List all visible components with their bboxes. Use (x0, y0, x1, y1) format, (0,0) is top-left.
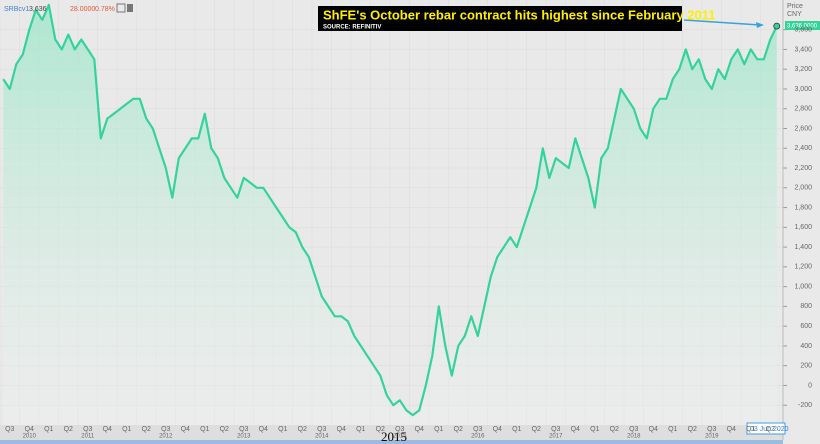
x-year-label: 2010 (23, 434, 37, 440)
x-axis-band (0, 425, 783, 444)
x-tick-label: Q1 (512, 426, 521, 433)
y-tick-label: 3,200 (794, 66, 812, 73)
x-tick-label: Q2 (220, 426, 229, 433)
header-change: 28.0000 (70, 6, 95, 13)
y-tick-label: 1,400 (794, 244, 812, 251)
x-tick-label: Q4 (415, 426, 424, 433)
y-tick-label: 3,600 (794, 26, 812, 33)
y-tick-label: 1,800 (794, 204, 812, 211)
x-tick-label: Q2 (610, 426, 619, 433)
x-tick-label: Q2 (142, 426, 151, 433)
x-tick-label: Q2 (766, 426, 775, 433)
x-tick-label: Q4 (337, 426, 346, 433)
y-tick-label: 1,600 (794, 224, 812, 231)
header-icon[interactable] (116, 3, 126, 13)
x-tick-label: Q3 (629, 426, 638, 433)
area (3, 4, 777, 426)
y-tick-label: 0 (808, 382, 812, 389)
x-tick-label: Q3 (395, 426, 404, 433)
x-tick-label: Q4 (571, 426, 580, 433)
y-tick-label: 1,000 (794, 283, 812, 290)
x-tick-label: Q2 (688, 426, 697, 433)
header-last: 3,636 (29, 6, 47, 13)
x-tick-label: Q2 (64, 426, 73, 433)
x-year-label: 2013 (237, 434, 251, 440)
date-tag-bg (746, 422, 786, 435)
x-tick-label: Q2 (376, 426, 385, 433)
y-tick-label: 3,400 (794, 46, 812, 53)
x-year-label: 2018 (627, 434, 641, 440)
x-tick-label: Q2 (532, 426, 541, 433)
x-tick-label: Q3 (707, 426, 716, 433)
x-tick-label: Q4 (727, 426, 736, 433)
last-point (773, 22, 781, 30)
x-tick-label: Q4 (493, 426, 502, 433)
x-tick-label: Q1 (44, 426, 53, 433)
y-tick-label: 3,000 (794, 86, 812, 93)
x-tick-label: Q4 (25, 426, 34, 433)
x-tick-label: Q4 (181, 426, 190, 433)
y-tick-label: 2,800 (794, 106, 812, 113)
x-tick-label: Q1 (668, 426, 677, 433)
annotation-source: SOURCE: REFINITIV (323, 25, 381, 31)
last-value-tag: 3,636.0000 (787, 24, 818, 30)
header-change-pct: 0.78% (95, 6, 115, 13)
x-tick-label: Q1 (278, 426, 287, 433)
x-tick-label: Q4 (259, 426, 268, 433)
x-tick-label: Q3 (161, 426, 170, 433)
x-tick-label: Q4 (103, 426, 112, 433)
header-ric: SRBcv1 (4, 6, 29, 13)
annotation-title: ShFE's October rebar contract hits highe… (323, 7, 716, 22)
last-value-tag-bg (785, 21, 820, 30)
annotation-arrow (683, 19, 761, 26)
caption: 2015 (381, 429, 407, 444)
line (2, 3, 778, 417)
y-tick-label: -200 (798, 402, 812, 409)
date-tag: 03 Jun 2020 (750, 426, 789, 433)
y-tick-label: 800 (800, 303, 812, 310)
annotation-arrowhead (756, 22, 764, 28)
x-tick-label: Q3 (5, 426, 14, 433)
x-tick-label: Q1 (746, 426, 755, 433)
annotation-box (318, 6, 682, 31)
x-year-label: 2012 (159, 434, 173, 440)
x-tick-label: Q3 (473, 426, 482, 433)
y-tick-label: 2,400 (794, 145, 812, 152)
x-year-label: 2015 (393, 434, 407, 440)
x-year-label: 2017 (549, 434, 563, 440)
x-tick-label: Q3 (83, 426, 92, 433)
x-tick-label: Q2 (298, 426, 307, 433)
y-tick-label: 400 (800, 343, 812, 350)
x-tick-label: Q1 (434, 426, 443, 433)
x-tick-label: Q2 (454, 426, 463, 433)
x-tick-label: Q1 (122, 426, 131, 433)
y-tick-label: 2,200 (794, 165, 812, 172)
x-tick-label: Q3 (317, 426, 326, 433)
x-tick-label: Q3 (551, 426, 560, 433)
x-year-label: 2019 (705, 434, 719, 440)
y-axis-unit: CNY (787, 11, 802, 18)
x-tick-label: Q3 (239, 426, 248, 433)
y-tick-label: 2,000 (794, 185, 812, 192)
y-axis-label: Price (787, 3, 803, 10)
y-tick-label: 2,600 (794, 125, 812, 132)
x-tick-label: Q1 (356, 426, 365, 433)
x-tick-label: Q1 (590, 426, 599, 433)
y-tick-label: 1,200 (794, 264, 812, 271)
x-year-label: 2011 (81, 434, 95, 440)
x-year-label: 2014 (315, 434, 329, 440)
y-tick-label: 200 (800, 363, 812, 370)
header-delete-icon[interactable] (127, 4, 133, 12)
x-year-label: 2016 (471, 434, 485, 440)
x-tick-label: Q4 (649, 426, 658, 433)
timeline-bar (0, 440, 783, 444)
y-tick-label: 600 (800, 323, 812, 330)
x-tick-label: Q1 (200, 426, 209, 433)
